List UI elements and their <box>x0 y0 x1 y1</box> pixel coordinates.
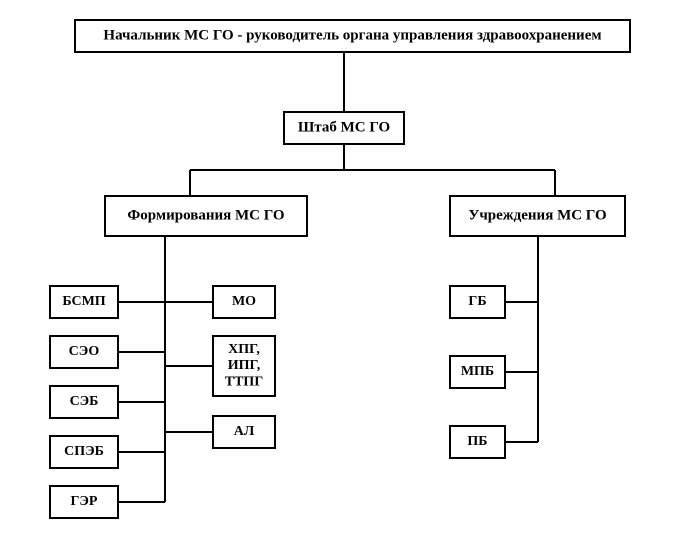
node-label: Формирования МС ГО <box>127 207 284 223</box>
node-label: СПЭБ <box>64 444 104 459</box>
node-label: ТТПГ <box>225 374 264 389</box>
node-form: Формирования МС ГО <box>105 196 307 236</box>
node-label: СЭБ <box>70 394 99 409</box>
org-chart: Начальник МС ГО - руководитель органа уп… <box>0 0 687 552</box>
node-label: БСМП <box>62 294 105 309</box>
node-label: ГБ <box>468 294 486 309</box>
node-speb: СПЭБ <box>50 436 118 468</box>
node-label: ИПГ, <box>228 358 261 373</box>
node-label: Штаб МС ГО <box>298 119 390 135</box>
node-ger: ГЭР <box>50 486 118 518</box>
node-label: МО <box>232 294 256 309</box>
node-root: Начальник МС ГО - руководитель органа уп… <box>75 20 630 52</box>
node-label: СЭО <box>69 344 100 359</box>
node-label: МПБ <box>461 364 494 379</box>
node-staff: Штаб МС ГО <box>284 112 404 144</box>
node-pb: ПБ <box>450 426 505 458</box>
node-inst: Учреждения МС ГО <box>450 196 625 236</box>
node-label: АЛ <box>234 424 255 439</box>
node-mpb: МПБ <box>450 356 505 388</box>
node-bsmp: БСМП <box>50 286 118 318</box>
node-label: ГЭР <box>71 494 98 509</box>
node-seb: СЭБ <box>50 386 118 418</box>
node-hpg: ХПГ,ИПГ,ТТПГ <box>213 336 275 396</box>
node-label: ПБ <box>467 434 487 449</box>
node-seo: СЭО <box>50 336 118 368</box>
node-al: АЛ <box>213 416 275 448</box>
node-label: ХПГ, <box>228 342 260 357</box>
node-label: Начальник МС ГО - руководитель органа уп… <box>103 27 601 43</box>
node-mo: МО <box>213 286 275 318</box>
node-gb: ГБ <box>450 286 505 318</box>
node-label: Учреждения МС ГО <box>468 207 606 223</box>
